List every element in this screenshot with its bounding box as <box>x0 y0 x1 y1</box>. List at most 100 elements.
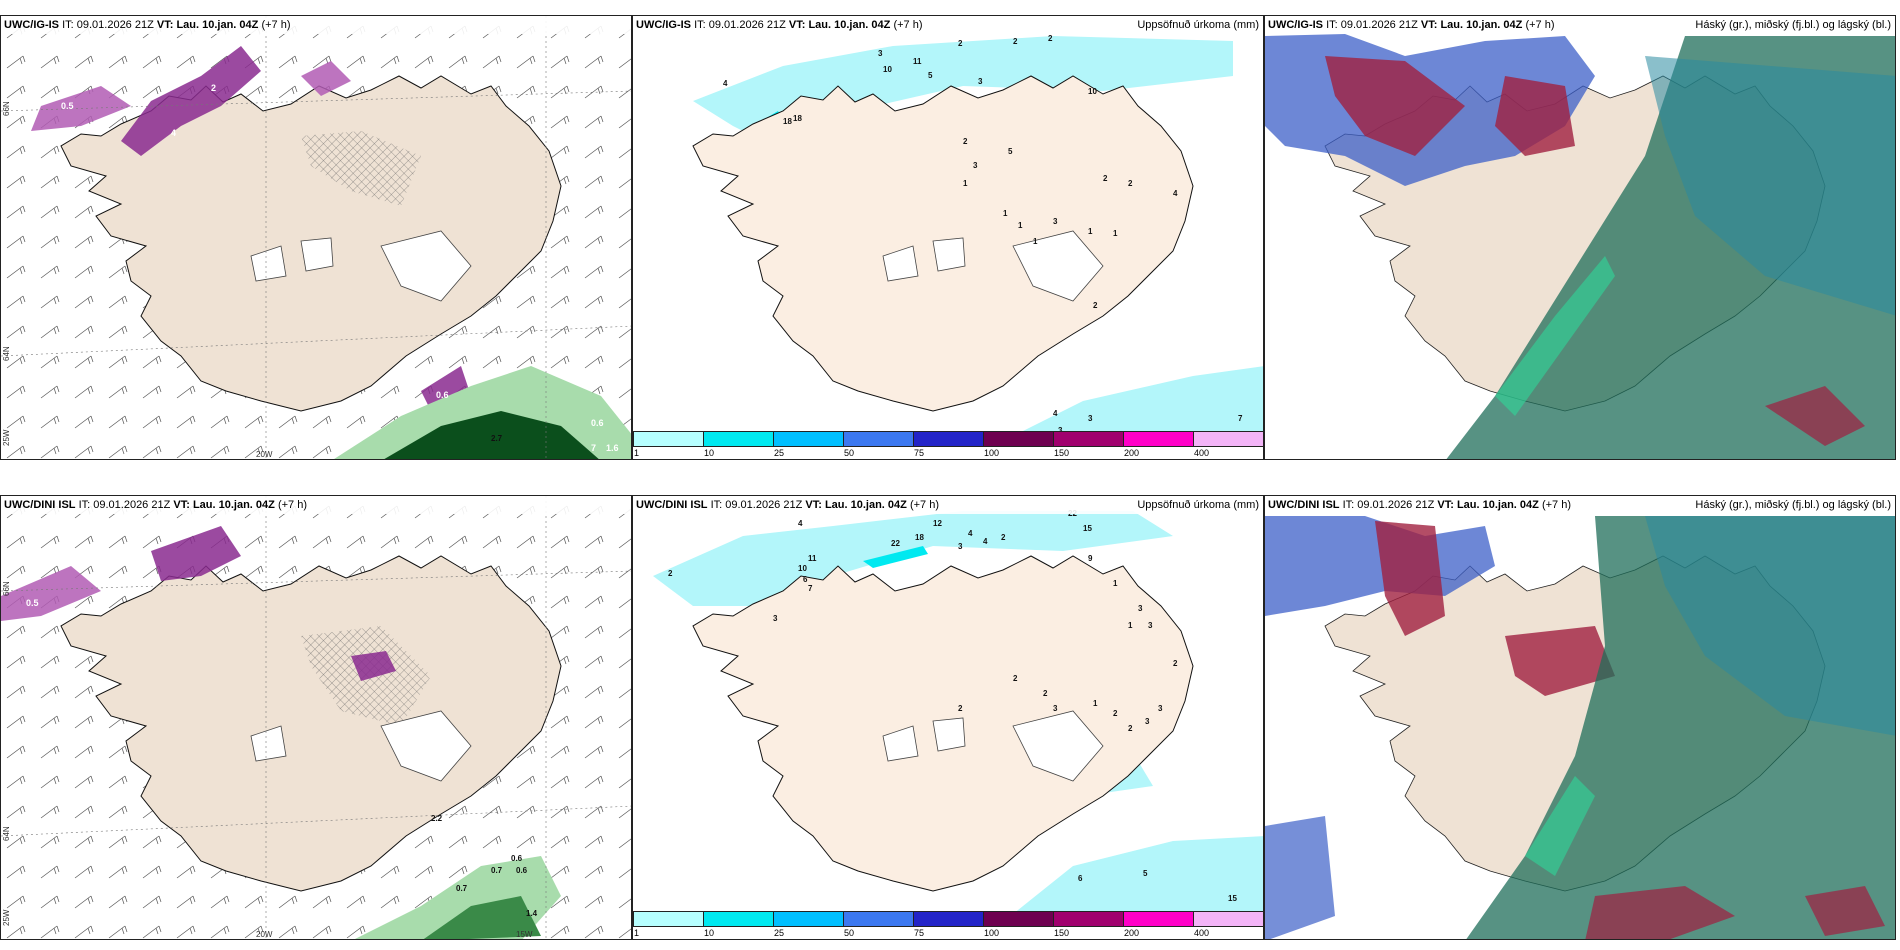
colorbar-tick: 10 <box>704 928 715 938</box>
colorbar-segment <box>913 911 984 927</box>
it-label: IT: <box>62 19 74 31</box>
cloud-hatch <box>301 131 421 206</box>
panel-header: UWC/DINI ISL IT: 09.01.2026 21Z VT: Lau.… <box>1265 496 1895 514</box>
panel-header: UWC/DINI ISL IT: 09.01.2026 21Z VT: Lau.… <box>1 496 631 514</box>
colorbar-tick: 150 <box>1054 928 1070 938</box>
it-value: 09.01.2026 21Z <box>1340 19 1418 31</box>
colorbar-segment <box>913 431 984 447</box>
precip-value: 18 <box>915 533 924 542</box>
vt-label: VT: <box>156 19 174 31</box>
precip-cyan-mid <box>863 546 928 568</box>
glacier <box>1012 710 1104 782</box>
lead-time: (+7 h) <box>277 499 307 511</box>
cloud-mid <box>1585 886 1735 939</box>
wind-panel-bottom: UWC/DINI ISL IT: 09.01.2026 21Z VT: Lau.… <box>0 495 632 940</box>
cloud-title: Háský (gr.), miðský (fj.bl.) og lágský (… <box>1695 499 1891 511</box>
precip-value: 3 <box>978 77 983 86</box>
cloud-low-light <box>1495 256 1615 416</box>
precip-value: 1 <box>1088 227 1093 236</box>
precip-value: 3 <box>1053 217 1058 226</box>
it-value: 09.01.2026 21Z <box>76 19 154 31</box>
lat-label: 66N <box>2 581 11 596</box>
precip-cyan <box>1013 836 1263 914</box>
precip-map: 3 11 4 2 2 2 10 18 10 18 5 3 2 5 3 1 2 2… <box>692 34 1263 436</box>
precip-value: 9 <box>1088 554 1093 563</box>
panel-header: UWC/IG-IS IT: 09.01.2026 21Z VT: Lau. 10… <box>1 16 631 34</box>
colorbar-tick: 200 <box>1124 448 1140 458</box>
precip-value: 4 <box>1173 189 1178 198</box>
model-name: UWC/IG-IS <box>1268 19 1323 31</box>
precip-value: 3 <box>1058 426 1063 435</box>
precip-value: 11 <box>808 554 817 563</box>
glacier <box>882 725 919 762</box>
precip-value: 3 <box>1088 414 1093 423</box>
colorbar-segment <box>633 431 704 447</box>
precip-value: 11 <box>913 57 922 66</box>
lead-time: (+7 h) <box>1525 19 1555 31</box>
it-value: 09.01.2026 21Z <box>708 19 786 31</box>
precip-map: 4 12 4 4 2 22 22 15 18 3 9 2 11 10 7 6 3… <box>653 509 1263 914</box>
glacier <box>300 237 334 272</box>
value-label: 0.5 <box>26 598 39 608</box>
precip-value: 3 <box>1158 704 1163 713</box>
vt-label: VT: <box>788 19 806 31</box>
value-label: 0.7 <box>491 866 503 875</box>
colorbar: 1 10 25 50 75 100 150 200 400 <box>633 911 1263 939</box>
colorbar-segment <box>983 911 1054 927</box>
wind-panel-top: UWC/IG-IS IT: 09.01.2026 21Z VT: Lau. 10… <box>0 15 632 460</box>
colorbar-segment <box>843 431 914 447</box>
value-label: 2 <box>211 83 216 93</box>
cloud-high <box>1265 816 1335 939</box>
glacier <box>932 237 966 272</box>
precip-value: 5 <box>1008 147 1013 156</box>
precip-purple <box>121 46 261 156</box>
value-label: 1.4 <box>526 909 538 918</box>
cloud-map <box>1265 516 1895 939</box>
value-label: 2.7 <box>491 434 503 443</box>
precip-panel-bottom: UWC/DINI ISL IT: 09.01.2026 21Z VT: Lau.… <box>632 495 1264 940</box>
colorbar-tick: 75 <box>914 928 925 938</box>
precip-value: 2 <box>963 137 968 146</box>
value-label: 0.7 <box>456 884 468 893</box>
glacier <box>250 245 287 282</box>
model-name: UWC/IG-IS <box>636 19 691 31</box>
snow-green-dark <box>384 411 599 459</box>
it-value: 09.01.2026 21Z <box>1357 499 1435 511</box>
vt-value: Lau. 10.jan. 04Z <box>1456 499 1539 511</box>
lead-time: (+7 h) <box>1541 499 1571 511</box>
vt-label: VT: <box>805 499 822 511</box>
precip-value: 15 <box>1083 524 1092 533</box>
model-name: UWC/DINI ISL <box>636 499 708 511</box>
precip-cyan <box>1013 366 1263 436</box>
colorbar-tick: 75 <box>914 448 925 458</box>
model-name: UWC/DINI ISL <box>4 499 76 511</box>
cloud-high <box>1645 516 1895 736</box>
it-value: 09.01.2026 21Z <box>725 499 803 511</box>
cloud-map <box>1265 34 1895 459</box>
colorbar-tick: 400 <box>1194 448 1210 458</box>
cloud-low-light <box>1525 776 1595 876</box>
vt-label: VT: <box>173 499 190 511</box>
wind-map: 66N 64N 25W 20W 15W 2.6 0.5 2.2 0.6 0.7 … <box>1 496 631 939</box>
colorbar-tick: 10 <box>704 448 715 458</box>
it-value: 09.01.2026 21Z <box>93 499 171 511</box>
precip-value: 3 <box>1145 717 1150 726</box>
precip-value: 2 <box>958 39 963 48</box>
precip-value: 3 <box>1053 704 1058 713</box>
cloud-panel-top: UWC/IG-IS IT: 09.01.2026 21Z VT: Lau. 10… <box>1264 15 1896 460</box>
colorbar: 1 10 25 50 75 100 150 200 400 <box>633 431 1263 459</box>
precip-title: Uppsöfnuð úrkoma (mm) <box>1137 19 1259 31</box>
precip-value: 5 <box>928 71 933 80</box>
colorbar-tick: 25 <box>774 448 785 458</box>
colorbar-tick: 25 <box>774 928 785 938</box>
cloud-title: Háský (gr.), miðský (fj.bl.) og lágský (… <box>1695 19 1891 31</box>
value-label: 7 <box>591 443 596 453</box>
vt-label: VT: <box>1437 499 1454 511</box>
colorbar-tick: 1 <box>634 928 640 938</box>
vt-value: Lau. 10.jan. 04Z <box>176 19 259 31</box>
colorbar-segment <box>1123 911 1194 927</box>
precip-value: 10 <box>883 65 892 74</box>
vt-label: VT: <box>1420 19 1438 31</box>
precip-value: 2 <box>1173 659 1178 668</box>
